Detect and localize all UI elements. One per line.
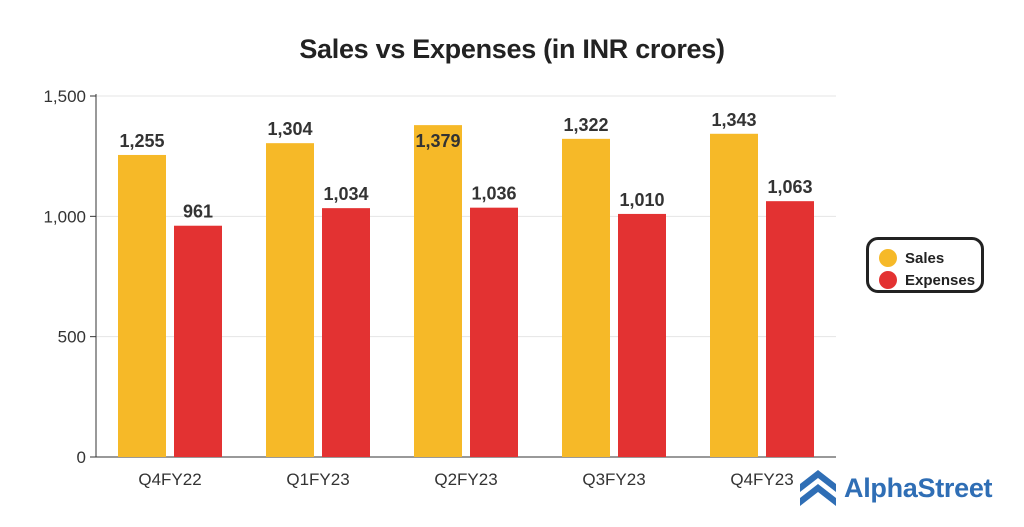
data-label-sales: 1,304 [267, 119, 312, 139]
bar-sales [118, 154, 166, 458]
x-tick-label: Q4FY23 [730, 470, 793, 489]
legend-label-expenses: Expenses [905, 271, 976, 289]
legend-label-sales: Sales [905, 249, 945, 267]
x-tick-label: Q1FY23 [286, 470, 349, 489]
y-tick-label: 1,000 [43, 207, 86, 226]
data-label-sales: 1,343 [711, 110, 756, 130]
bar-sales [266, 143, 314, 458]
bar-expenses [618, 213, 666, 457]
data-label-sales: 1,255 [119, 131, 164, 151]
data-label-expenses: 1,063 [767, 177, 812, 197]
y-tick-label: 500 [58, 328, 86, 347]
legend-item-expenses: Expenses [879, 269, 975, 291]
x-tick-label: Q3FY23 [582, 470, 645, 489]
x-tick-label: Q4FY22 [138, 470, 201, 489]
chart-title: Sales vs Expenses (in INR crores) [299, 34, 725, 64]
y-tick-label: 1,500 [43, 87, 86, 106]
data-label-sales: 1,379 [415, 131, 460, 151]
bar-expenses [174, 225, 222, 457]
y-tick-label: 0 [77, 448, 86, 467]
bar-expenses [322, 208, 370, 457]
data-label-expenses: 1,036 [471, 184, 516, 204]
brand-watermark: AlphaStreet [798, 466, 993, 510]
bar-expenses [470, 207, 518, 457]
bar-sales [414, 125, 462, 457]
legend-swatch-sales [879, 249, 897, 267]
bar-expenses [766, 201, 814, 457]
chart-legend: Sales Expenses [866, 237, 984, 293]
data-label-expenses: 961 [183, 202, 213, 222]
data-label-expenses: 1,010 [619, 190, 664, 210]
legend-item-sales: Sales [879, 247, 944, 269]
legend-swatch-expenses [879, 271, 897, 289]
alphastreet-logo-icon [800, 470, 836, 506]
data-label-expenses: 1,034 [323, 184, 368, 204]
bar-sales [710, 133, 758, 457]
brand-name: AlphaStreet [844, 472, 993, 503]
bar-sales [562, 138, 610, 457]
x-tick-label: Q2FY23 [434, 470, 497, 489]
data-label-sales: 1,322 [563, 115, 608, 135]
